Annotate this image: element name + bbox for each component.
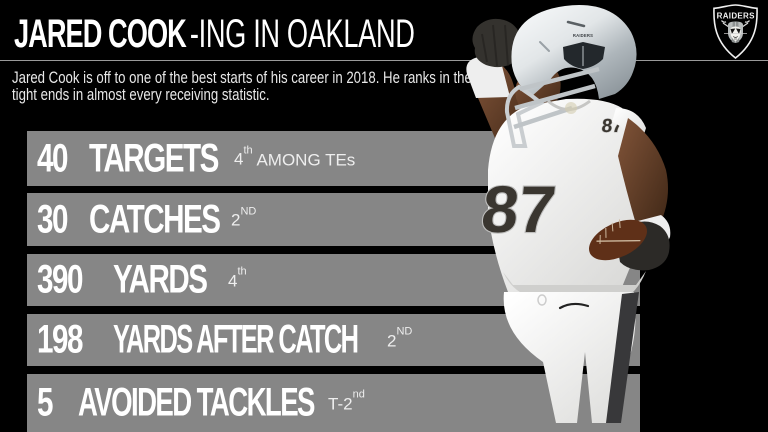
svg-text:RAIDERS: RAIDERS bbox=[573, 33, 593, 38]
svg-text:87: 87 bbox=[478, 173, 559, 247]
